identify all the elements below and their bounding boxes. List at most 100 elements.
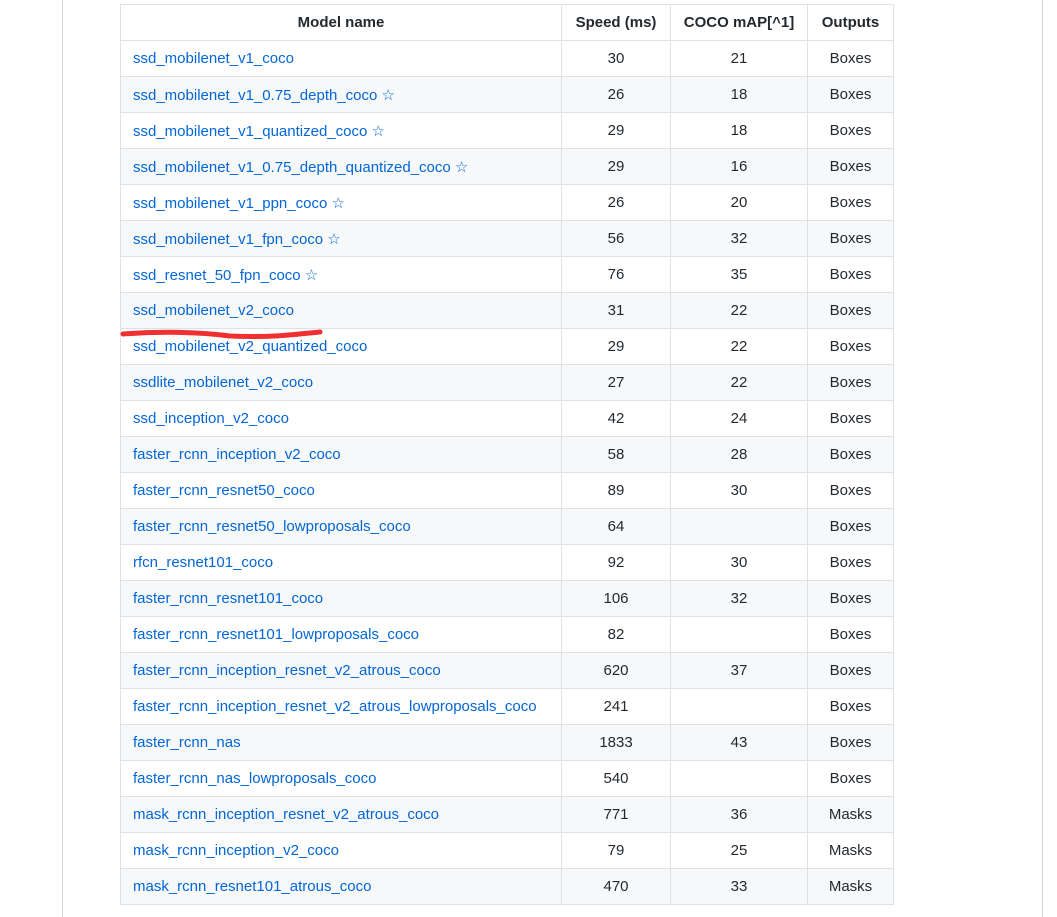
speed-cell: 64 [561, 508, 671, 545]
map-cell: 21 [670, 40, 808, 77]
speed-cell: 27 [561, 364, 671, 401]
model-link[interactable]: ssd_inception_v2_coco [133, 410, 289, 427]
model-link[interactable]: faster_rcnn_nas_lowproposals_coco [133, 770, 377, 787]
map-cell: 32 [670, 220, 808, 257]
table-row: faster_rcnn_resnet101_lowproposals_coco 8… [120, 616, 894, 653]
speed-cell: 30 [561, 40, 671, 77]
model-link[interactable]: faster_rcnn_inception_resnet_v2_atrous_l… [133, 698, 537, 715]
table-row: mask_rcnn_inception_v2_coco 79 25 Masks [120, 832, 894, 869]
map-cell: 37 [670, 652, 808, 689]
speed-cell: 29 [561, 328, 671, 365]
table-row: faster_rcnn_nas 1833 43 Boxes [120, 724, 894, 761]
model-link[interactable]: ssd_mobilenet_v2_coco [133, 302, 294, 319]
map-cell: 36 [670, 796, 808, 833]
model-name-cell: ssd_mobilenet_v1_fpn_coco ☆ [120, 220, 562, 257]
model-name-cell: rfcn_resnet101_coco [120, 544, 562, 581]
model-link[interactable]: ssd_mobilenet_v1_quantized_coco ☆ [133, 122, 385, 140]
model-link[interactable]: mask_rcnn_resnet101_atrous_coco [133, 878, 372, 895]
table-row: mask_rcnn_resnet101_atrous_coco 470 33 Mask… [120, 868, 894, 905]
header-map: COCO mAP[^1] [670, 4, 808, 41]
outputs-cell: Masks [807, 868, 894, 905]
map-cell [670, 508, 808, 545]
speed-cell: 241 [561, 688, 671, 725]
header-model-name: Model name [120, 4, 562, 41]
table-row: rfcn_resnet101_coco 92 30 Boxes [120, 544, 894, 581]
speed-cell: 106 [561, 580, 671, 617]
speed-cell: 771 [561, 796, 671, 833]
speed-cell: 29 [561, 112, 671, 149]
table-row: ssd_mobilenet_v1_0.75_depth_quantized_co… [120, 148, 894, 185]
model-link[interactable]: mask_rcnn_inception_v2_coco [133, 842, 339, 859]
map-cell: 33 [670, 868, 808, 905]
page-container [62, 0, 1043, 917]
speed-cell: 29 [561, 148, 671, 185]
speed-cell: 58 [561, 436, 671, 473]
outputs-cell: Masks [807, 832, 894, 869]
table-row: ssd_mobilenet_v2_coco 31 22 Boxes [120, 292, 894, 329]
model-link[interactable]: ssd_mobilenet_v2_quantized_coco [133, 338, 368, 355]
model-link[interactable]: faster_rcnn_resnet50_lowproposals_coco [133, 518, 411, 535]
model-link[interactable]: rfcn_resnet101_coco [133, 554, 274, 571]
outputs-cell: Boxes [807, 472, 894, 509]
model-name-cell: faster_rcnn_resnet101_lowproposals_coco [120, 616, 562, 653]
outputs-cell: Boxes [807, 760, 894, 797]
table-row: ssd_resnet_50_fpn_coco ☆ 76 35 Boxes [120, 256, 894, 293]
model-link[interactable]: faster_rcnn_inception_v2_coco [133, 446, 341, 463]
speed-cell: 76 [561, 256, 671, 293]
table-row: ssd_mobilenet_v1_coco 30 21 Boxes [120, 40, 894, 77]
outputs-cell: Boxes [807, 292, 894, 329]
table-row: ssd_mobilenet_v1_ppn_coco ☆ 26 20 Boxes [120, 184, 894, 221]
model-name-cell: ssd_mobilenet_v2_quantized_coco [120, 328, 562, 365]
model-link[interactable]: mask_rcnn_inception_resnet_v2_atrous_coc… [133, 806, 440, 823]
map-cell: 18 [670, 112, 808, 149]
model-link[interactable]: ssd_mobilenet_v1_coco [133, 50, 294, 67]
outputs-cell: Boxes [807, 112, 894, 149]
speed-cell: 92 [561, 544, 671, 581]
map-cell [670, 688, 808, 725]
model-name-cell: faster_rcnn_inception_resnet_v2_atrous_c… [120, 652, 562, 689]
map-cell: 22 [670, 328, 808, 365]
outputs-cell: Boxes [807, 544, 894, 581]
table-row: ssd_inception_v2_coco 42 24 Boxes [120, 400, 894, 437]
speed-cell: 26 [561, 76, 671, 113]
speed-cell: 31 [561, 292, 671, 329]
model-name-cell: ssd_inception_v2_coco [120, 400, 562, 437]
model-name-cell: ssd_mobilenet_v1_0.75_depth_quantized_co… [120, 148, 562, 185]
table-row: faster_rcnn_inception_resnet_v2_atrous_c… [120, 652, 894, 689]
table-row: ssd_mobilenet_v2_quantized_coco 29 22 Boxes [120, 328, 894, 365]
model-name-cell: ssd_resnet_50_fpn_coco ☆ [120, 256, 562, 293]
table-row: faster_rcnn_resnet50_coco 89 30 Boxes [120, 472, 894, 509]
model-link[interactable]: ssd_resnet_50_fpn_coco ☆ [133, 266, 319, 284]
outputs-cell: Boxes [807, 220, 894, 257]
model-link[interactable]: ssdlite_mobilenet_v2_coco [133, 374, 314, 391]
header-speed: Speed (ms) [561, 4, 671, 41]
map-cell: 30 [670, 472, 808, 509]
model-link[interactable]: faster_rcnn_resnet101_lowproposals_coco [133, 626, 420, 643]
table-row: ssd_mobilenet_v1_quantized_coco ☆ 29 18 Box… [120, 112, 894, 149]
speed-cell: 42 [561, 400, 671, 437]
model-name-cell: ssd_mobilenet_v1_ppn_coco ☆ [120, 184, 562, 221]
model-link[interactable]: faster_rcnn_inception_resnet_v2_atrous_c… [133, 662, 441, 679]
model-name-cell: faster_rcnn_inception_v2_coco [120, 436, 562, 473]
model-link[interactable]: faster_rcnn_resnet101_coco [133, 590, 324, 607]
model-name-cell: faster_rcnn_resnet50_coco [120, 472, 562, 509]
model-link[interactable]: ssd_mobilenet_v1_ppn_coco ☆ [133, 194, 345, 212]
map-cell: 30 [670, 544, 808, 581]
model-zoo-table: Model name Speed (ms) COCO mAP[^1] Outpu… [120, 4, 894, 905]
map-cell: 32 [670, 580, 808, 617]
model-name-cell: ssdlite_mobilenet_v2_coco [120, 364, 562, 401]
model-link[interactable]: ssd_mobilenet_v1_0.75_depth_quantized_co… [133, 158, 469, 176]
model-link[interactable]: faster_rcnn_nas [133, 734, 241, 751]
map-cell: 22 [670, 292, 808, 329]
speed-cell: 620 [561, 652, 671, 689]
map-cell: 20 [670, 184, 808, 221]
outputs-cell: Boxes [807, 184, 894, 221]
model-link[interactable]: ssd_mobilenet_v1_fpn_coco ☆ [133, 230, 341, 248]
outputs-cell: Boxes [807, 580, 894, 617]
outputs-cell: Boxes [807, 40, 894, 77]
map-cell: 22 [670, 364, 808, 401]
model-link[interactable]: ssd_mobilenet_v1_0.75_depth_coco ☆ [133, 86, 395, 104]
table-row: faster_rcnn_inception_resnet_v2_atrous_l… [120, 688, 894, 725]
model-link[interactable]: faster_rcnn_resnet50_coco [133, 482, 315, 499]
table-row: faster_rcnn_nas_lowproposals_coco 540 Boxe… [120, 760, 894, 797]
